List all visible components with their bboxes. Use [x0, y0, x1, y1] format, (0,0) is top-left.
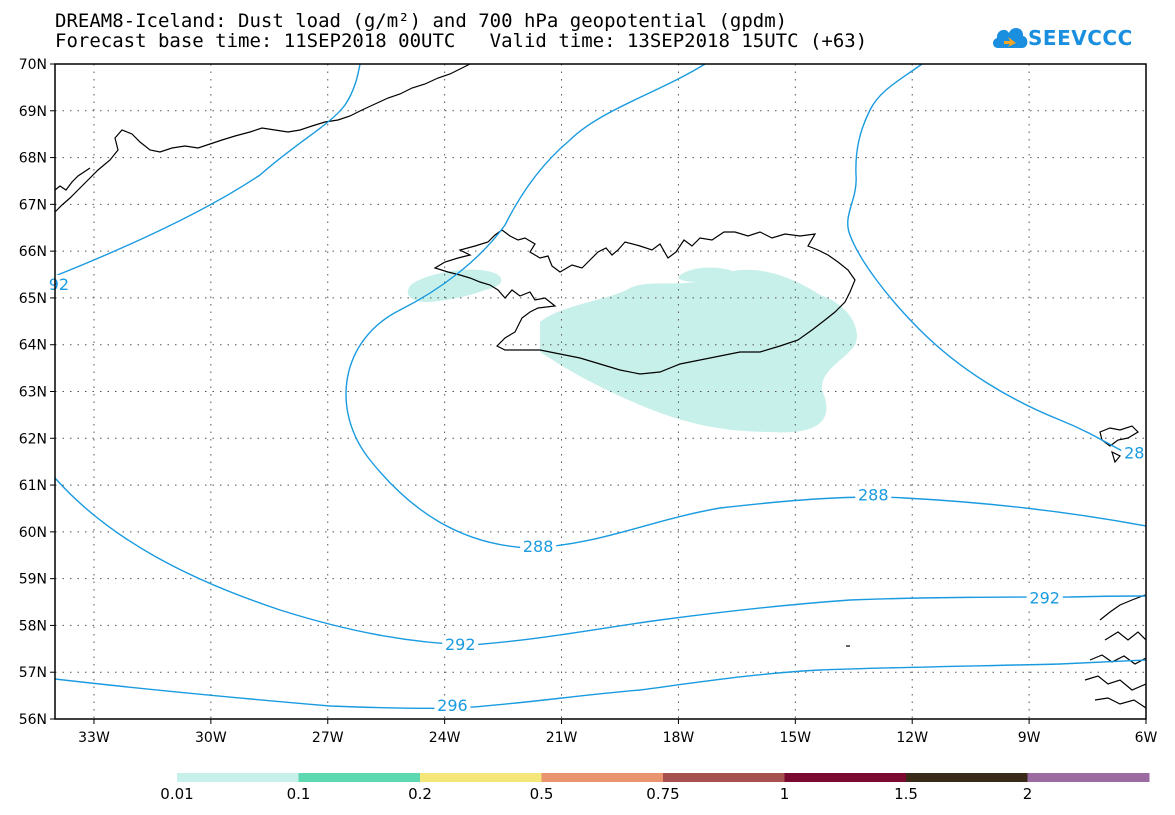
- contour-label-bg: [1026, 588, 1063, 607]
- contour-296: [54, 659, 1147, 710]
- lat-tick-label: 57N: [19, 665, 47, 681]
- greenland-coast-detail: [54, 167, 91, 191]
- lat-tick-label: 59N: [19, 572, 47, 588]
- contour-label: 292: [445, 635, 476, 654]
- greenland-coast: [54, 63, 471, 213]
- lon-tick-label: 24W: [429, 730, 461, 746]
- colorbar-swatch: [663, 773, 785, 782]
- lat-tick-label: 56N: [19, 712, 47, 728]
- faroe-islands: [1099, 425, 1139, 464]
- colorbar-swatch: [177, 773, 299, 782]
- lat-tick-label: 70N: [19, 57, 47, 73]
- colorbar-label: 0.5: [530, 785, 554, 803]
- axis-labels: 56N 57N 58N 59N 60N 61N 62N 63N 64N 65N 66N 67N 68N 6…: [19, 57, 1158, 746]
- colorbar: 0.01 0.1 0.2 0.5 0.75 1 1.5 2: [160, 773, 1150, 803]
- colorbar-label: 0.01: [160, 785, 193, 803]
- colorbar-label: 0.1: [287, 785, 311, 803]
- chart-title: DREAM8-Iceland: Dust load (g/m²) and 700…: [55, 10, 788, 32]
- contour-label-layer: 288 288 292 292 296 92 28: [45, 274, 1148, 715]
- lat-tick-label: 69N: [19, 104, 47, 120]
- dust-area-north: [678, 267, 733, 282]
- map-frame: [54, 63, 1147, 720]
- scotland-coast: [1084, 594, 1147, 709]
- lat-tick-label: 65N: [19, 291, 47, 307]
- lat-tick-label: 67N: [19, 197, 47, 213]
- contour-label-bg: [1121, 443, 1148, 462]
- contour-label: 288: [858, 485, 889, 504]
- contour-288-east: [847, 63, 1131, 456]
- contour-292-north: [54, 63, 361, 277]
- contour-label: 296: [437, 696, 468, 715]
- colorbar-swatch: [420, 773, 542, 782]
- lat-tick-label: 63N: [19, 385, 47, 401]
- colorbar-label: 2: [1023, 785, 1033, 803]
- colorbar-swatch: [298, 773, 421, 782]
- contour-label-bg: [442, 635, 479, 654]
- seevccc-logo: SEEVCCC: [990, 20, 1140, 56]
- grid-lines: [55, 64, 1146, 719]
- contour-label-bg: [434, 695, 471, 714]
- logo-text: SEEVCCC: [1028, 26, 1133, 50]
- dust-plume: [407, 267, 857, 433]
- lat-tick-label: 66N: [19, 244, 47, 260]
- lon-tick-label: 12W: [896, 730, 928, 746]
- contour-label: 288: [523, 537, 554, 556]
- lon-tick-label: 6W: [1135, 730, 1158, 746]
- lat-tick-label: 60N: [19, 525, 47, 541]
- lon-tick-label: 18W: [663, 730, 695, 746]
- lon-tick-label: 21W: [546, 730, 578, 746]
- lat-tick-label: 62N: [19, 431, 47, 447]
- coastlines: [54, 63, 1147, 709]
- lat-tick-label: 68N: [19, 151, 47, 167]
- colorbar-label: 0.75: [646, 785, 679, 803]
- chart-subtitle: Forecast base time: 11SEP2018 00UTC Vali…: [55, 30, 868, 52]
- contour-label: 28: [1124, 443, 1144, 462]
- iceland-coast: [433, 229, 856, 375]
- contour-label-bg: [855, 485, 892, 504]
- contour-292: [54, 477, 1147, 646]
- lon-tick-label: 27W: [312, 730, 344, 746]
- colorbar-label: 1: [780, 785, 790, 803]
- lat-tick-label: 64N: [19, 338, 47, 354]
- colorbar-swatch: [906, 773, 1028, 782]
- lon-tick-label: 30W: [195, 730, 227, 746]
- lon-tick-label: 33W: [78, 730, 110, 746]
- contour-label: 92: [49, 275, 69, 294]
- colorbar-label: 1.5: [894, 785, 918, 803]
- cloud-icon: [992, 27, 1028, 48]
- dust-area-west: [407, 269, 502, 303]
- colorbar-swatch: [1027, 773, 1150, 782]
- contour-label: 292: [1029, 588, 1060, 607]
- colorbar-swatch: [784, 773, 907, 782]
- colorbar-label: 0.2: [408, 785, 432, 803]
- contour-label-bg: [520, 536, 557, 555]
- dust-area-main: [540, 269, 857, 433]
- lat-tick-label: 61N: [19, 478, 47, 494]
- lat-tick-label: 58N: [19, 618, 47, 634]
- lon-tick-label: 9W: [1018, 730, 1041, 746]
- contour-label-bg: [45, 274, 72, 293]
- colorbar-swatch: [541, 773, 664, 782]
- lon-tick-label: 15W: [779, 730, 811, 746]
